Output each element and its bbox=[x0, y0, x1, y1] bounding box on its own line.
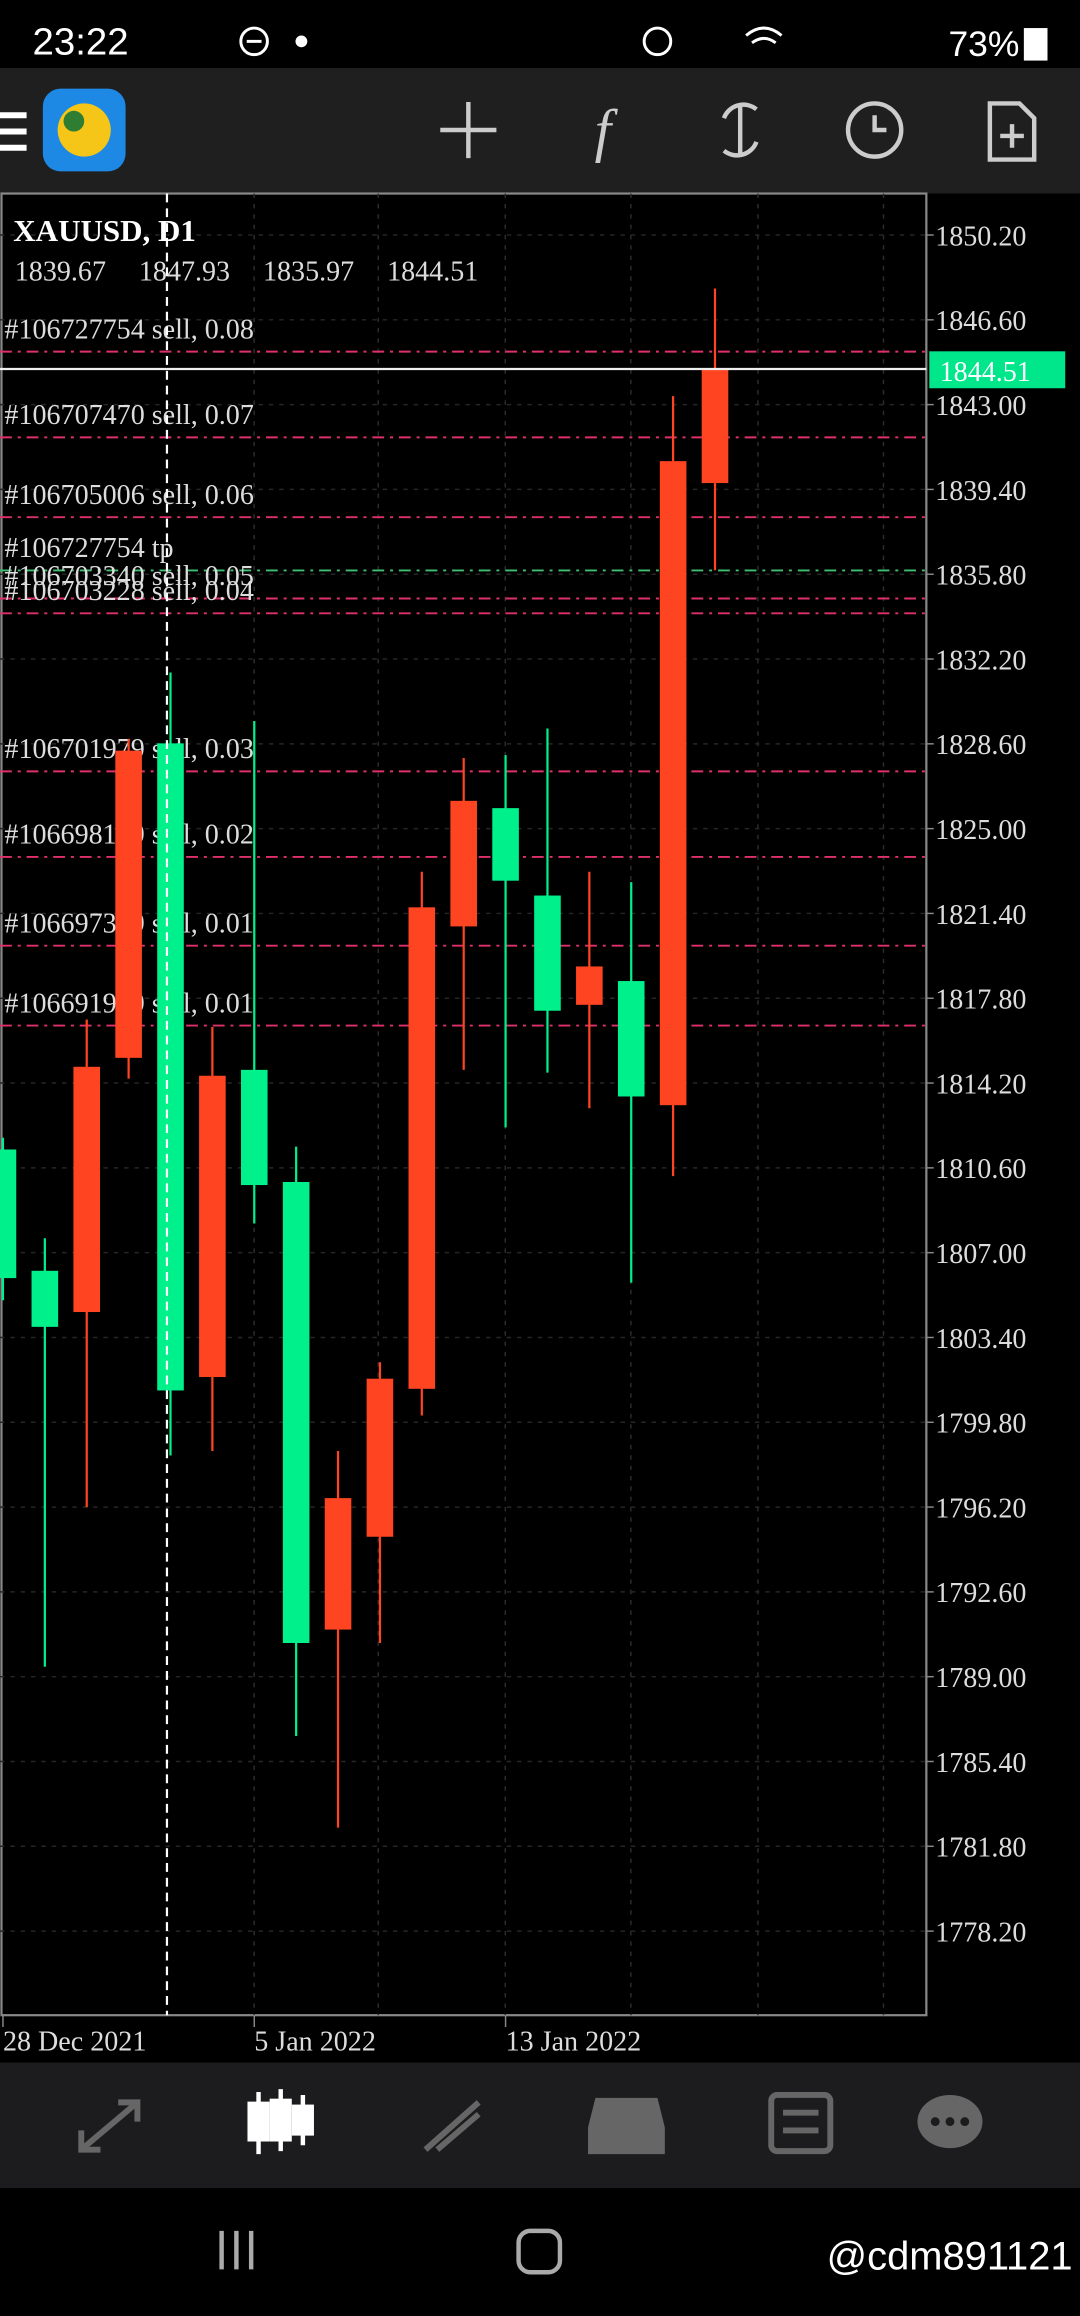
y-tick-label: 1832.20 bbox=[935, 645, 1026, 676]
nav-history[interactable] bbox=[588, 2097, 665, 2155]
y-tick-label: 1828.60 bbox=[935, 730, 1026, 761]
status-time: 23:22 bbox=[33, 21, 129, 64]
y-tick-label: 1839.40 bbox=[935, 476, 1026, 507]
candle-body bbox=[701, 369, 729, 484]
order-label: #106707470 sell, 0.07 bbox=[4, 400, 253, 431]
bottom-nav bbox=[0, 2062, 1080, 2189]
y-tick-label: 1850.20 bbox=[935, 221, 1026, 252]
y-tick-label: 1796.20 bbox=[935, 1493, 1026, 1524]
y-tick-label: 1821.40 bbox=[935, 900, 1026, 931]
y-tick-label: 1781.80 bbox=[935, 1833, 1026, 1864]
bid-label: 1844.51 bbox=[940, 357, 1031, 388]
y-tick-label: 1799.80 bbox=[935, 1409, 1026, 1440]
menu-icon[interactable] bbox=[0, 112, 27, 151]
order-label: #106703228 sell, 0.04 bbox=[4, 576, 253, 607]
order-label: #106727754 tp bbox=[4, 533, 173, 564]
y-tick-label: 1778.20 bbox=[935, 1917, 1026, 1948]
nav-trade[interactable] bbox=[423, 2100, 481, 2152]
y-tick-label: 1817.80 bbox=[935, 985, 1026, 1016]
ohlc-value: 1839.67 bbox=[15, 257, 106, 288]
x-tick-label: 28 Dec 2021 bbox=[3, 2027, 146, 2058]
y-tick-label: 1807.00 bbox=[935, 1239, 1026, 1270]
candle-body bbox=[534, 895, 561, 1011]
candle-body bbox=[0, 1149, 17, 1279]
watermark: @cdm891121 bbox=[827, 2234, 1073, 2278]
trade-tool[interactable] bbox=[721, 102, 759, 158]
candle-body bbox=[324, 1498, 352, 1630]
candle-body bbox=[240, 1069, 268, 1186]
y-tick-label: 1835.80 bbox=[935, 561, 1026, 592]
candle-body bbox=[492, 808, 519, 881]
y-tick-label: 1792.60 bbox=[935, 1578, 1026, 1609]
nav-messages[interactable] bbox=[917, 2094, 983, 2149]
candle-body bbox=[31, 1270, 59, 1327]
candle-body bbox=[659, 461, 687, 1106]
ohlc-value: 1844.51 bbox=[387, 257, 478, 288]
order-label: #106727754 sell, 0.08 bbox=[4, 314, 253, 345]
status-battery: 73% bbox=[948, 24, 1019, 64]
order-label: #106703340 sell, 0.05 bbox=[4, 561, 253, 592]
order-label: #106705006 sell, 0.06 bbox=[4, 480, 253, 511]
chart-frame[interactable] bbox=[0, 192, 928, 2017]
toolbar bbox=[0, 67, 1080, 194]
candle-body bbox=[73, 1066, 101, 1313]
y-tick-label: 1789.00 bbox=[935, 1663, 1026, 1694]
candle-body bbox=[408, 907, 436, 1389]
new-order-tool[interactable] bbox=[987, 101, 1037, 162]
candle-body bbox=[576, 966, 603, 1005]
crosshair-tool[interactable] bbox=[440, 101, 497, 159]
y-tick-label: 1846.60 bbox=[935, 306, 1026, 337]
y-tick-label: 1843.00 bbox=[935, 391, 1026, 422]
nav-chart[interactable] bbox=[247, 2089, 314, 2155]
nav-quotes[interactable] bbox=[78, 2099, 141, 2153]
candle-body bbox=[157, 743, 184, 1391]
candle-body bbox=[617, 981, 645, 1097]
status-icons bbox=[239, 26, 1048, 61]
x-tick-label: 5 Jan 2022 bbox=[254, 2027, 376, 2058]
y-tick-label: 1810.60 bbox=[935, 1154, 1026, 1185]
x-tick-label: 13 Jan 2022 bbox=[506, 2027, 642, 2058]
candle-body bbox=[282, 1181, 310, 1643]
period-tool[interactable] bbox=[845, 101, 904, 159]
system-nav[interactable] bbox=[219, 2228, 563, 2275]
candle-body bbox=[450, 800, 477, 927]
y-tick-label: 1825.00 bbox=[935, 815, 1026, 846]
plot: #106727754 sell, 0.08 #106707470 sell, 0.… bbox=[0, 234, 934, 1932]
bid-label-bg bbox=[929, 351, 1066, 389]
nav-news[interactable] bbox=[768, 2092, 834, 2155]
chart-title: XAUUSD, D1 bbox=[13, 213, 196, 248]
ohlc-value: 1847.93 bbox=[139, 257, 230, 288]
candle-body bbox=[199, 1075, 226, 1378]
app-logo[interactable] bbox=[42, 88, 126, 172]
y-tick-label: 1803.40 bbox=[935, 1324, 1026, 1355]
candle-body bbox=[366, 1378, 394, 1537]
y-tick-label: 1785.40 bbox=[935, 1748, 1026, 1779]
y-tick-label: 1814.20 bbox=[935, 1069, 1026, 1100]
ohlc-value: 1835.97 bbox=[263, 257, 354, 288]
candle-body bbox=[115, 750, 142, 1058]
